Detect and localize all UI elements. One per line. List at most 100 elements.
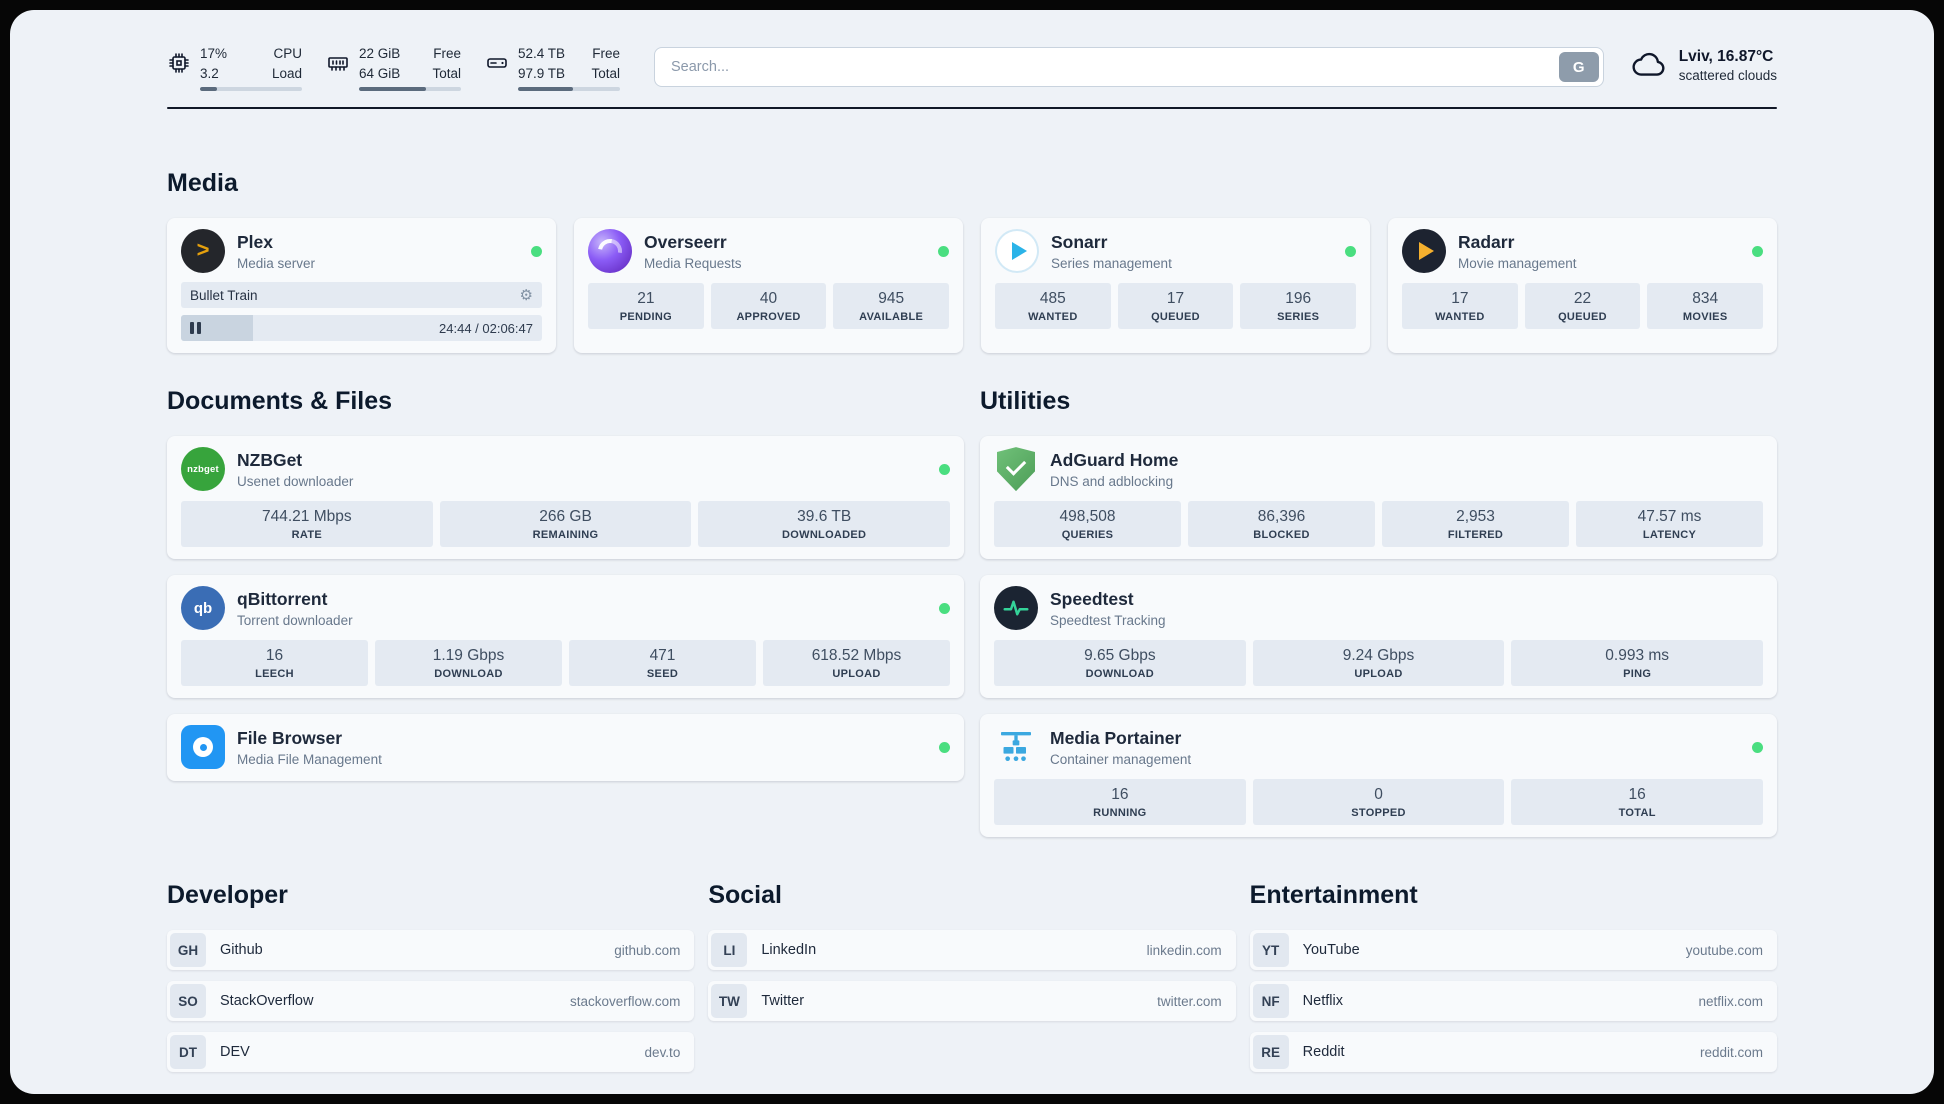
radarr-icon[interactable] bbox=[1402, 229, 1446, 274]
cpu-widget: 17% CPU 3.2 Load bbox=[167, 44, 302, 92]
nzbget-icon[interactable]: nzbget bbox=[181, 447, 225, 492]
stat-label: LEECH bbox=[255, 668, 294, 681]
stat-value: 9.24 Gbps bbox=[1342, 647, 1415, 665]
service-subtitle: Speedtest Tracking bbox=[1050, 612, 1166, 628]
bookmark-dev[interactable]: DT DEV dev.to bbox=[167, 1032, 695, 1073]
bookmark-name: Reddit bbox=[1302, 1044, 1345, 1061]
bookmark-youtube[interactable]: YT YouTube youtube.com bbox=[1249, 930, 1777, 971]
service-name-radarr[interactable]: Radarr bbox=[1458, 231, 1515, 252]
stat: 16 TOTAL bbox=[1511, 779, 1764, 826]
memory-free-label: Free bbox=[433, 46, 461, 61]
disk-icon bbox=[485, 51, 509, 75]
section-title-entertainment: Entertainment bbox=[1249, 881, 1418, 910]
bookmark-linkedin[interactable]: LI LinkedIn linkedin.com bbox=[708, 930, 1236, 971]
bookmark-netflix[interactable]: NF Netflix netflix.com bbox=[1249, 981, 1777, 1022]
plex-icon[interactable]: > bbox=[181, 229, 225, 274]
search-input[interactable] bbox=[654, 47, 1604, 87]
stat-label: FILTERED bbox=[1447, 529, 1504, 542]
pause-button[interactable] bbox=[190, 322, 201, 335]
bookmark-name: DEV bbox=[220, 1044, 250, 1061]
status-dot bbox=[939, 602, 950, 614]
disk-bar bbox=[518, 87, 620, 92]
stat-value: 834 bbox=[1692, 290, 1719, 308]
status-dot bbox=[939, 463, 950, 475]
stat-value: 0.993 ms bbox=[1605, 647, 1670, 665]
stat-label: LATENCY bbox=[1642, 529, 1697, 542]
bookmark-url: dev.to bbox=[644, 1044, 681, 1060]
stat-value: 16 bbox=[265, 647, 284, 665]
stat-value: 86,396 bbox=[1257, 508, 1306, 526]
memory-icon bbox=[326, 51, 350, 75]
bookmark-abbr: YT bbox=[1252, 933, 1289, 968]
adguard-shield-icon[interactable] bbox=[994, 447, 1038, 492]
filebrowser-icon[interactable] bbox=[181, 725, 225, 770]
stat: 17 QUEUED bbox=[1117, 283, 1234, 330]
search-engine-button[interactable]: G bbox=[1558, 52, 1599, 82]
service-name-overseerr[interactable]: Overseerr bbox=[644, 231, 727, 252]
section-title-social: Social bbox=[708, 881, 782, 910]
bookmark-url: netflix.com bbox=[1698, 993, 1763, 1009]
qbittorrent-icon[interactable]: qb bbox=[181, 586, 225, 631]
stat-label: AVAILABLE bbox=[859, 311, 924, 324]
bookmark-url: youtube.com bbox=[1685, 942, 1763, 958]
service-name-sonarr[interactable]: Sonarr bbox=[1051, 231, 1108, 252]
overseerr-icon[interactable] bbox=[588, 229, 632, 274]
header-divider bbox=[167, 107, 1777, 110]
service-card-filebrowser: File Browser Media File Management bbox=[167, 714, 964, 782]
stat-value: 22 bbox=[1573, 290, 1592, 308]
service-name-speedtest[interactable]: Speedtest bbox=[1050, 588, 1134, 609]
service-name-qbittorrent[interactable]: qBittorrent bbox=[237, 588, 328, 609]
stat: 498,508 QUERIES bbox=[994, 501, 1181, 548]
gear-icon[interactable]: ⚙ bbox=[519, 286, 533, 304]
section-utilities: Utilities AdGuard Home DNS and adblockin… bbox=[980, 387, 1777, 838]
cpu-load: 3.2 bbox=[200, 65, 219, 81]
stat-value: 16 bbox=[1628, 786, 1646, 804]
status-dot bbox=[938, 245, 949, 257]
service-card-plex: > Plex Media server Bullet Train ⚙ bbox=[167, 218, 556, 354]
stat: 196 SERIES bbox=[1240, 283, 1357, 330]
service-name-plex[interactable]: Plex bbox=[237, 231, 273, 252]
stat-label: PING bbox=[1623, 668, 1652, 681]
weather-condition: scattered clouds bbox=[1678, 67, 1777, 83]
sonarr-icon[interactable] bbox=[995, 229, 1039, 274]
stat: 618.52 Mbps UPLOAD bbox=[763, 640, 950, 687]
stat: 0.993 ms PING bbox=[1511, 640, 1764, 687]
service-name-adguard[interactable]: AdGuard Home bbox=[1050, 449, 1179, 470]
stat: 744.21 Mbps RATE bbox=[181, 501, 433, 548]
stat-label: UPLOAD bbox=[1354, 668, 1403, 681]
status-dot bbox=[1752, 245, 1763, 257]
stat-value: 17 bbox=[1451, 290, 1469, 308]
memory-total-label: Total bbox=[432, 65, 461, 81]
bookmark-url: github.com bbox=[614, 942, 681, 958]
service-name-filebrowser[interactable]: File Browser bbox=[237, 727, 343, 748]
bookmark-stackoverflow[interactable]: SO StackOverflow stackoverflow.com bbox=[167, 981, 695, 1022]
bookmark-abbr: GH bbox=[170, 933, 206, 968]
bookmark-reddit[interactable]: RE Reddit reddit.com bbox=[1249, 1032, 1777, 1073]
dashboard-panel: 17% CPU 3.2 Load 22 GiB Free 64 GiB Total bbox=[10, 10, 1934, 1094]
cpu-bar bbox=[200, 87, 302, 92]
stat: 945 AVAILABLE bbox=[833, 283, 950, 330]
memory-bar-fill bbox=[359, 87, 427, 92]
stat-label: DOWNLOADED bbox=[782, 529, 867, 542]
bookmark-abbr: SO bbox=[170, 984, 206, 1019]
service-name-portainer[interactable]: Media Portainer bbox=[1050, 727, 1182, 748]
speedtest-icon[interactable] bbox=[994, 586, 1038, 631]
memory-bar bbox=[359, 87, 461, 92]
bookmark-abbr: NF bbox=[1252, 984, 1289, 1019]
stat-label: WANTED bbox=[1435, 311, 1485, 324]
bookmark-github[interactable]: GH Github github.com bbox=[167, 930, 695, 971]
service-card-portainer: Media Portainer Container management 16 R… bbox=[980, 714, 1777, 838]
service-name-nzbget[interactable]: NZBGet bbox=[237, 449, 303, 470]
media-card-grid: > Plex Media server Bullet Train ⚙ bbox=[167, 218, 1777, 354]
stat: 0 STOPPED bbox=[1252, 779, 1505, 826]
bookmark-twitter[interactable]: TW Twitter twitter.com bbox=[708, 981, 1236, 1022]
stat: 471 SEED bbox=[569, 640, 756, 687]
memory-free: 22 GiB bbox=[359, 46, 401, 61]
disk-free: 52.4 TB bbox=[518, 46, 566, 61]
portainer-crane-icon[interactable] bbox=[994, 725, 1038, 769]
stat: 2,953 FILTERED bbox=[1382, 501, 1569, 548]
bookmark-name: Netflix bbox=[1302, 993, 1343, 1010]
stat-value: 39.6 TB bbox=[797, 508, 852, 526]
stat-value: 21 bbox=[637, 290, 655, 308]
stat-value: 9.65 Gbps bbox=[1084, 647, 1156, 665]
